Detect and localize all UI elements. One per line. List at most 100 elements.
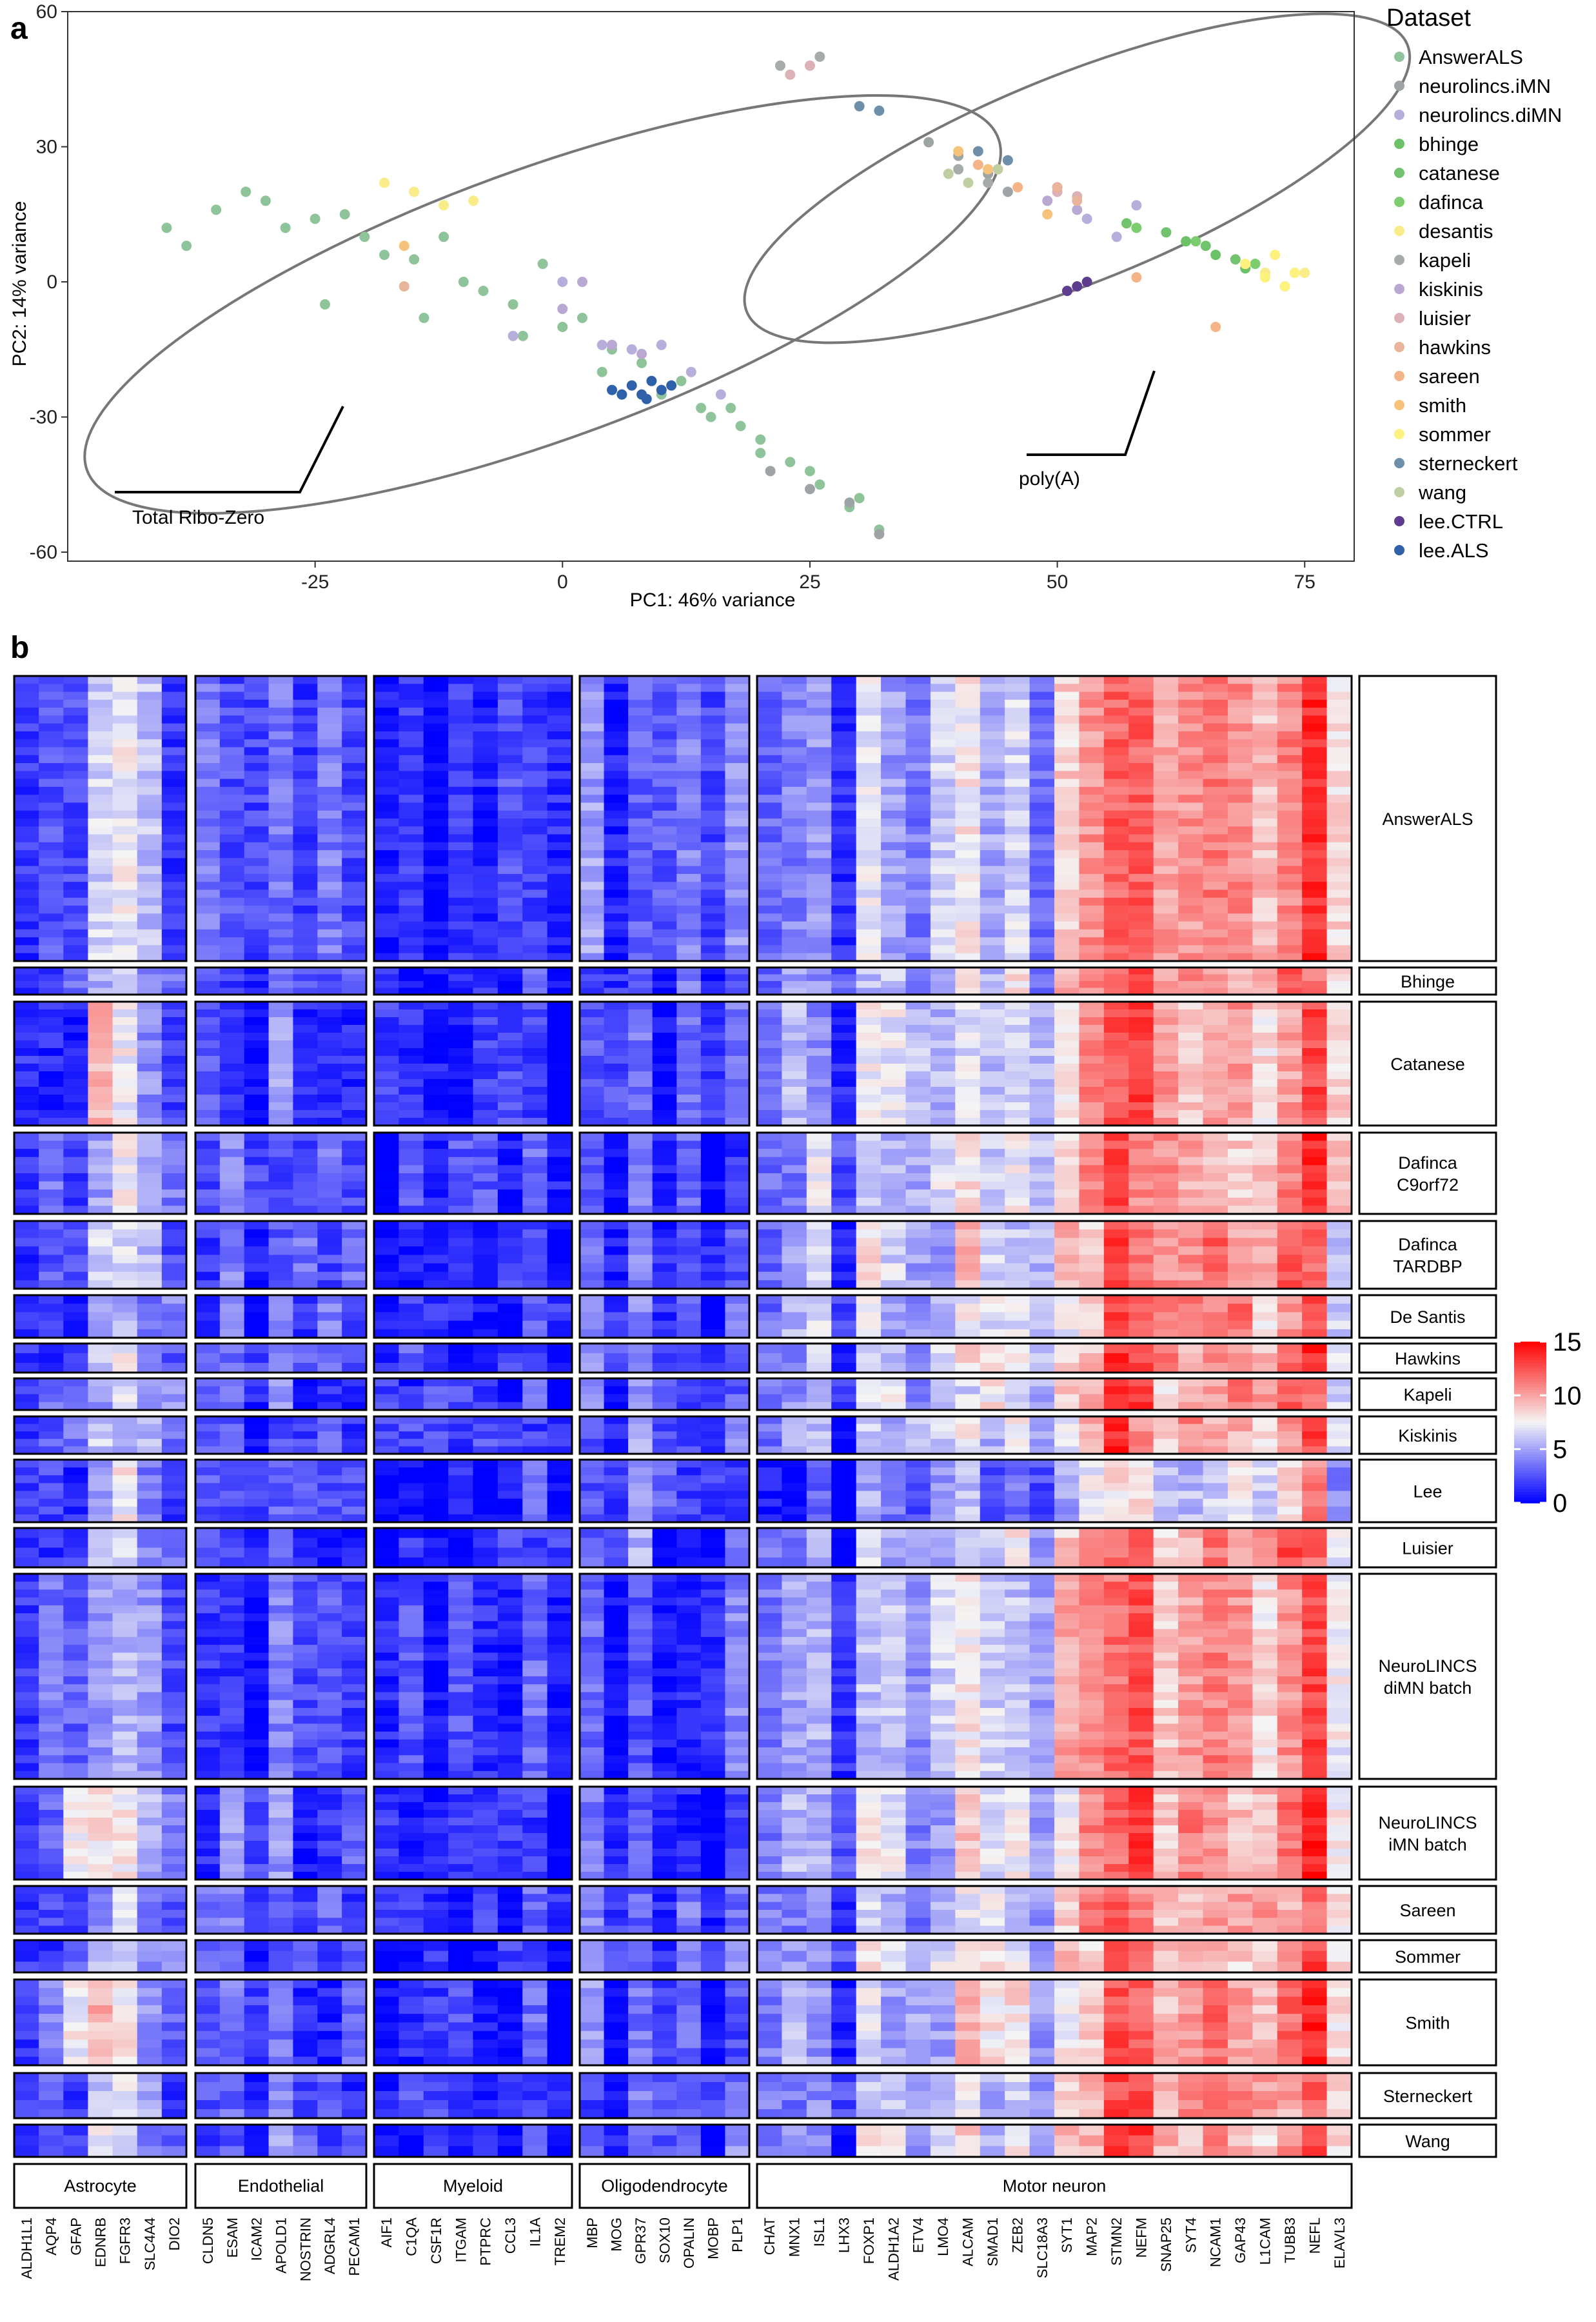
- heatmap-cell: [219, 810, 245, 819]
- heatmap-cell: [1203, 921, 1228, 930]
- heatmap-cell: [88, 850, 113, 858]
- heatmap-cell: [757, 953, 783, 962]
- heatmap-cell: [980, 684, 1005, 693]
- heatmap-cell: [1252, 974, 1278, 982]
- point-AnswerALS: [854, 493, 865, 504]
- heatmap-cell: [628, 1206, 653, 1215]
- heatmap-cell: [423, 786, 449, 795]
- heatmap-cell: [1054, 1206, 1080, 1215]
- heatmap-cell: [980, 1416, 1005, 1425]
- heatmap-cell: [547, 1165, 573, 1174]
- heatmap-cell: [14, 1344, 39, 1354]
- heatmap-cell: [423, 691, 449, 700]
- heatmap-cell: [317, 1002, 342, 1010]
- heatmap-cell: [604, 795, 629, 804]
- heatmap-cell: [293, 945, 318, 954]
- heatmap-cell: [628, 1017, 653, 1026]
- heatmap-cell: [782, 897, 807, 906]
- heatmap-cell: [522, 882, 548, 891]
- heatmap-cell: [522, 1312, 548, 1322]
- heatmap-cell: [676, 1064, 702, 1072]
- heatmap-cell: [448, 882, 474, 891]
- heatmap-cell: [522, 676, 548, 684]
- heatmap-cell: [1153, 786, 1179, 795]
- heatmap-cell: [399, 1033, 424, 1041]
- heatmap-cell: [342, 1048, 367, 1057]
- heatmap-cell: [1128, 929, 1154, 938]
- heatmap-cell: [39, 858, 64, 867]
- heatmap-cell: [1153, 882, 1179, 891]
- heatmap-cell: [1252, 810, 1278, 819]
- heatmap-cell: [1326, 1280, 1352, 1289]
- heatmap-cell: [497, 1056, 523, 1064]
- heatmap-cell: [497, 1140, 523, 1149]
- heatmap-cell: [1178, 1246, 1204, 1256]
- heatmap-cell: [905, 1040, 931, 1049]
- heatmap-cell: [676, 1087, 702, 1095]
- heatmap-cell: [806, 1189, 832, 1198]
- heatmap-cell: [63, 858, 89, 867]
- heatmap-cell: [268, 1048, 294, 1057]
- heatmap-cell: [1005, 1378, 1030, 1387]
- heatmap-cell: [782, 739, 807, 748]
- heatmap-cell: [14, 945, 39, 954]
- heatmap-cell: [317, 1048, 342, 1057]
- heatmap-cell: [831, 1386, 857, 1395]
- heatmap-cell: [1326, 1181, 1352, 1190]
- heatmap-cell: [88, 1048, 113, 1057]
- heatmap-cell: [244, 1025, 270, 1033]
- heatmap-cell: [1103, 968, 1129, 975]
- heatmap-cell: [522, 1095, 548, 1103]
- heatmap-cell: [473, 1197, 498, 1206]
- heatmap-cell: [1178, 906, 1204, 914]
- heatmap-cell: [448, 1173, 474, 1182]
- heatmap-cell: [1079, 715, 1105, 724]
- heatmap-cell: [1326, 826, 1352, 835]
- heatmap-cell: [676, 889, 702, 898]
- heatmap-cell: [1227, 1402, 1253, 1411]
- heatmap-cell: [161, 897, 187, 906]
- heatmap-cell: [161, 810, 187, 819]
- heatmap-cell: [522, 1271, 548, 1281]
- legend-swatch: [1394, 139, 1404, 149]
- heatmap-cell: [676, 1102, 702, 1111]
- heatmap-cell: [725, 1312, 750, 1322]
- heatmap-cell: [219, 1295, 245, 1304]
- heatmap-cell: [244, 1040, 270, 1049]
- heatmap-cell: [1079, 1246, 1105, 1256]
- heatmap-cell: [219, 1110, 245, 1118]
- heatmap-cell: [700, 1229, 726, 1238]
- heatmap-cell: [244, 819, 270, 827]
- heatmap-cell: [604, 723, 629, 732]
- heatmap-cell: [676, 779, 702, 788]
- heatmap-cell: [1326, 1295, 1352, 1304]
- heatmap-cell: [1128, 974, 1154, 982]
- heatmap-cell: [580, 1173, 605, 1182]
- heatmap-cell: [244, 802, 270, 811]
- heatmap-cell: [1178, 1238, 1204, 1247]
- heatmap-cell: [423, 1079, 449, 1087]
- heatmap-cell: [1227, 1087, 1253, 1095]
- heatmap-cell: [112, 1263, 138, 1273]
- heatmap-cell: [39, 699, 64, 708]
- heatmap-cell: [317, 1095, 342, 1103]
- heatmap-cell: [676, 1025, 702, 1033]
- heatmap-cell: [268, 810, 294, 819]
- heatmap-cell: [219, 1040, 245, 1049]
- heatmap-cell: [497, 858, 523, 867]
- heatmap-cell: [547, 866, 573, 875]
- heatmap-cell: [342, 1312, 367, 1322]
- heatmap-cell: [1029, 810, 1055, 819]
- heatmap-cell: [219, 1329, 245, 1338]
- heatmap-cell: [980, 897, 1005, 906]
- heatmap-cell: [856, 1118, 882, 1126]
- heatmap-cell: [522, 1446, 548, 1454]
- heatmap-cell: [1029, 699, 1055, 708]
- heatmap-cell: [1277, 1295, 1303, 1304]
- heatmap-cell: [580, 1402, 605, 1411]
- heatmap-cell: [700, 1156, 726, 1166]
- heatmap-cell: [497, 708, 523, 716]
- heatmap-cell: [522, 1118, 548, 1126]
- heatmap-cell: [195, 1263, 221, 1273]
- heatmap-cell: [1277, 771, 1303, 780]
